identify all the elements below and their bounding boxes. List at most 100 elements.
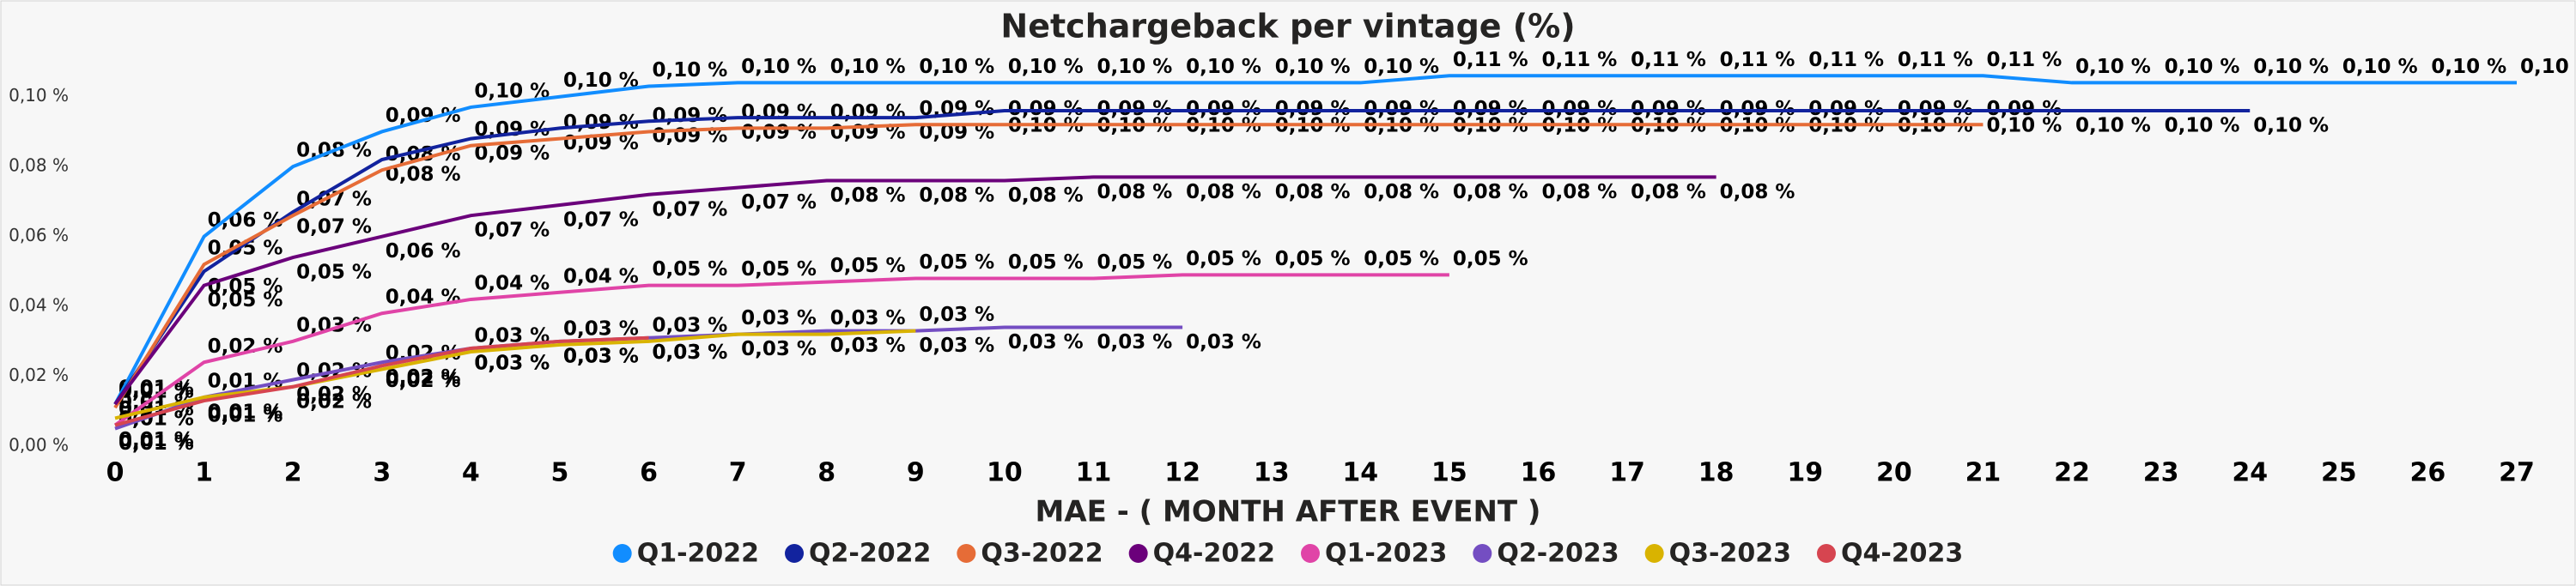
data-label: 0,05 % bbox=[1453, 248, 1528, 270]
data-label: 0,10 % bbox=[741, 56, 817, 78]
data-label: 0,09 % bbox=[386, 105, 461, 127]
data-label: 0,01 % bbox=[118, 432, 194, 455]
data-label: 0,09 % bbox=[474, 142, 550, 165]
legend-label: Q3-2022 bbox=[981, 539, 1103, 569]
series-line bbox=[113, 74, 2517, 406]
y-tick-label: 0,04 % bbox=[9, 295, 69, 316]
x-tick-label: 15 bbox=[1431, 458, 1467, 488]
series-line bbox=[114, 325, 1183, 431]
data-label: 0,03 % bbox=[653, 341, 728, 364]
data-label: 0,09 % bbox=[1008, 98, 1084, 120]
data-label: 0,03 % bbox=[563, 345, 639, 367]
legend-marker bbox=[612, 544, 632, 563]
data-label: 0,10 % bbox=[653, 59, 728, 82]
data-label: 0,04 % bbox=[386, 287, 461, 309]
x-tick-label: 14 bbox=[1342, 458, 1378, 488]
chart-title: Netchargeback per vintage (%) bbox=[1000, 8, 1575, 45]
y-tick-label: 0,02 % bbox=[9, 365, 69, 385]
legend-label: Q4-2023 bbox=[1841, 539, 1963, 569]
data-label: 0,08 % bbox=[919, 184, 994, 207]
data-label: 0,08 % bbox=[1364, 181, 1439, 203]
data-label: 0,10 % bbox=[2165, 56, 2240, 78]
data-label: 0,10 % bbox=[2253, 115, 2329, 137]
data-label: 0,03 % bbox=[563, 317, 639, 340]
x-tick-label: 2 bbox=[284, 458, 302, 488]
data-label: 0,03 % bbox=[830, 307, 906, 329]
legend-marker bbox=[1301, 544, 1320, 563]
data-label: 0,09 % bbox=[1097, 98, 1173, 120]
data-label: 0,02 % bbox=[386, 370, 461, 392]
data-label: 0,03 % bbox=[653, 314, 728, 336]
data-label: 0,05 % bbox=[1008, 251, 1084, 274]
data-label: 0,11 % bbox=[1808, 49, 1884, 71]
data-label: 0,10 % bbox=[1364, 56, 1439, 78]
series-line bbox=[113, 123, 1984, 409]
data-label: 0,02 % bbox=[296, 384, 372, 406]
series-line bbox=[113, 109, 2251, 406]
data-label: 0,08 % bbox=[1097, 181, 1173, 203]
data-label: 0,08 % bbox=[1720, 181, 1795, 203]
data-label: 0,01 % bbox=[208, 401, 283, 423]
data-label: 0,03 % bbox=[919, 304, 994, 326]
x-tick-label: 16 bbox=[1521, 458, 1557, 488]
data-label: 0,03 % bbox=[296, 314, 372, 336]
data-label: 0,04 % bbox=[474, 272, 550, 294]
data-label: 0,08 % bbox=[1186, 181, 1261, 203]
legend-marker bbox=[785, 544, 805, 563]
y-tick-label: 0,08 % bbox=[9, 155, 69, 176]
data-label: 0,07 % bbox=[653, 198, 728, 221]
legend-marker bbox=[1644, 544, 1664, 563]
data-label: 0,03 % bbox=[1186, 331, 1261, 353]
data-label: 0,08 % bbox=[1008, 184, 1084, 207]
data-label: 0,02 % bbox=[386, 366, 461, 389]
data-label: 0,09 % bbox=[1541, 98, 1617, 120]
data-label: 0,10 % bbox=[1008, 56, 1084, 78]
data-label: 0,10 % bbox=[2075, 56, 2151, 78]
x-tick-label: 13 bbox=[1254, 458, 1290, 488]
data-label: 0,05 % bbox=[1364, 248, 1439, 270]
data-label: 0,10 % bbox=[2165, 115, 2240, 137]
data-label: 0,09 % bbox=[1631, 98, 1706, 120]
data-label: 0,05 % bbox=[1097, 251, 1173, 274]
y-tick-label: 0,06 % bbox=[9, 225, 69, 245]
legend-marker bbox=[1128, 544, 1148, 563]
series-line bbox=[113, 175, 1716, 406]
x-tick-label: 21 bbox=[1965, 458, 2002, 488]
data-label: 0,11 % bbox=[1453, 49, 1528, 71]
data-label: 0,10 % bbox=[830, 56, 906, 78]
legend-marker bbox=[1473, 544, 1492, 563]
data-label: 0,10 % bbox=[2253, 56, 2329, 78]
x-tick-label: 25 bbox=[2321, 458, 2357, 488]
data-label: 0,10 % bbox=[1986, 115, 2062, 137]
data-label: 0,09 % bbox=[830, 101, 906, 124]
data-label: 0,01 % bbox=[118, 429, 194, 451]
data-label: 0,10 % bbox=[2075, 115, 2151, 137]
data-label: 0,10 % bbox=[1097, 56, 1173, 78]
x-axis-title: MAE - ( MONTH AFTER EVENT ) bbox=[1036, 495, 1541, 529]
data-label: 0,03 % bbox=[741, 338, 817, 360]
x-tick-label: 11 bbox=[1076, 458, 1112, 488]
x-tick-label: 0 bbox=[106, 458, 125, 488]
legend-label: Q4-2022 bbox=[1153, 539, 1275, 569]
data-label: 0,11 % bbox=[1898, 49, 1973, 71]
y-tick-label: 0,00 % bbox=[9, 435, 69, 456]
data-label: 0,09 % bbox=[1186, 98, 1261, 120]
x-tick-label: 26 bbox=[2410, 458, 2446, 488]
data-label: 0,03 % bbox=[563, 345, 639, 367]
series-line bbox=[114, 329, 916, 420]
data-label: 0,03 % bbox=[741, 307, 817, 329]
data-label: 0,05 % bbox=[653, 258, 728, 281]
data-label: 0,05 % bbox=[1275, 248, 1351, 270]
data-label: 0,08 % bbox=[1275, 181, 1351, 203]
data-label: 0,09 % bbox=[1364, 98, 1439, 120]
data-label: 0,10 % bbox=[1186, 56, 1261, 78]
data-label: 0,08 % bbox=[1631, 181, 1706, 203]
x-tick-label: 8 bbox=[817, 458, 835, 488]
data-label: 0,11 % bbox=[1631, 49, 1706, 71]
data-label: 0,07 % bbox=[296, 216, 372, 239]
data-label: 0,09 % bbox=[1986, 98, 2062, 120]
x-tick-label: 19 bbox=[1787, 458, 1823, 488]
data-label: 0,08 % bbox=[830, 184, 906, 207]
legend-label: Q2-2022 bbox=[809, 539, 931, 569]
